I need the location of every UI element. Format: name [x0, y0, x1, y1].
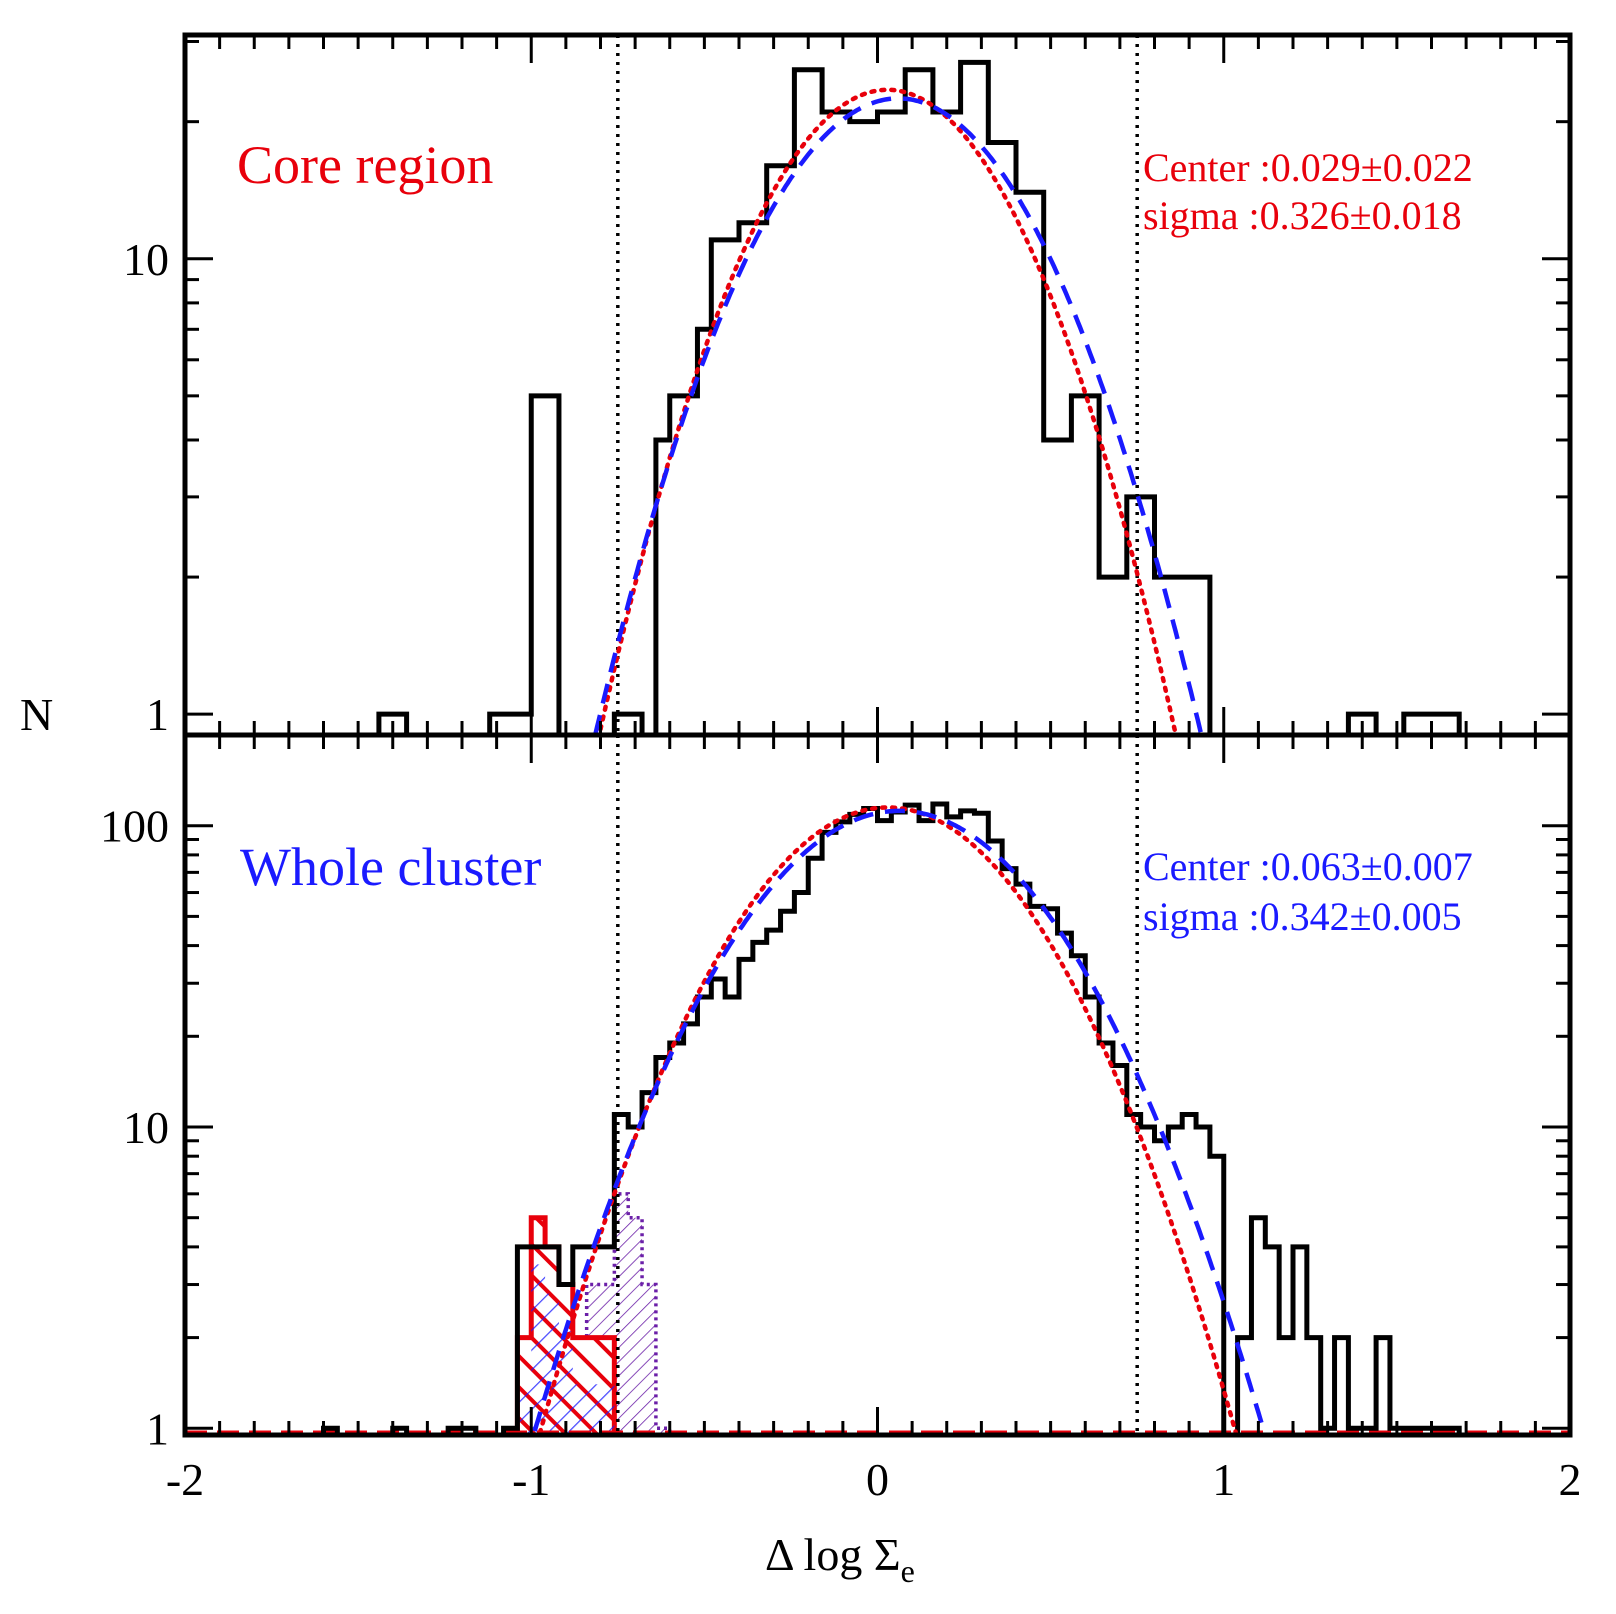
bot-ytick-label-1: 10	[123, 1102, 169, 1153]
top-region-label: Core region	[237, 135, 493, 195]
xtick-label-3: 1	[1212, 1454, 1235, 1505]
panel-whole-cluster: 1 10 100 -2 -1 0 1 2 Whole cluster Center :0.06…	[100, 732, 1582, 1505]
xtick-label-1: -1	[512, 1454, 550, 1505]
xtick-label-4: 2	[1559, 1454, 1582, 1505]
panel-core-region: 1 10 Core region Center :0.029±0.022 sigm…	[123, 32, 1573, 740]
top-fit-dotted	[598, 87, 1178, 735]
top-fit-curves	[593, 87, 1204, 736]
bottom-axis-ticks: 1 10 100 -2 -1 0 1 2	[100, 735, 1582, 1505]
top-ytick-label-1: 10	[123, 234, 169, 285]
xtick-label-0: -2	[166, 1454, 204, 1505]
bottom-overlays	[185, 1192, 1570, 1438]
bottom-fit-curves	[532, 805, 1266, 1436]
bot-ytick-label-0: 1	[146, 1403, 169, 1454]
x-axis-label-subscript: e	[901, 1553, 915, 1589]
x-axis-label-main: Δ log Σ	[765, 1529, 901, 1580]
bot-ytick-label-2: 100	[100, 801, 169, 852]
top-extra-bin-0	[1345, 711, 1379, 735]
y-axis-label: N	[20, 689, 53, 740]
top-sigma-stat: sigma :0.326±0.018	[1143, 193, 1462, 238]
bot-fit-dotted	[537, 805, 1239, 1436]
xtick-label-2: 0	[866, 1454, 889, 1505]
top-fit-dashed	[593, 96, 1204, 736]
bottom-center-stat: Center :0.063±0.007	[1143, 844, 1473, 889]
top-center-stat: Center :0.029±0.022	[1143, 145, 1473, 190]
top-ytick-label-0: 1	[146, 689, 169, 740]
top-extra-bin-1	[1401, 711, 1462, 735]
bottom-plot-frame	[182, 732, 1573, 1438]
x-axis-label: Δ log Σe	[765, 1529, 915, 1589]
bot-main-histogram	[321, 801, 1462, 1438]
blue-hatched-histogram	[517, 1264, 615, 1435]
bottom-region-label: Whole cluster	[240, 837, 541, 897]
bottom-histogram	[321, 801, 1462, 1438]
bottom-threshold-lines	[616, 735, 1139, 1435]
bot-fit-dashed	[532, 808, 1266, 1432]
bottom-sigma-stat: sigma :0.342±0.005	[1143, 894, 1462, 939]
